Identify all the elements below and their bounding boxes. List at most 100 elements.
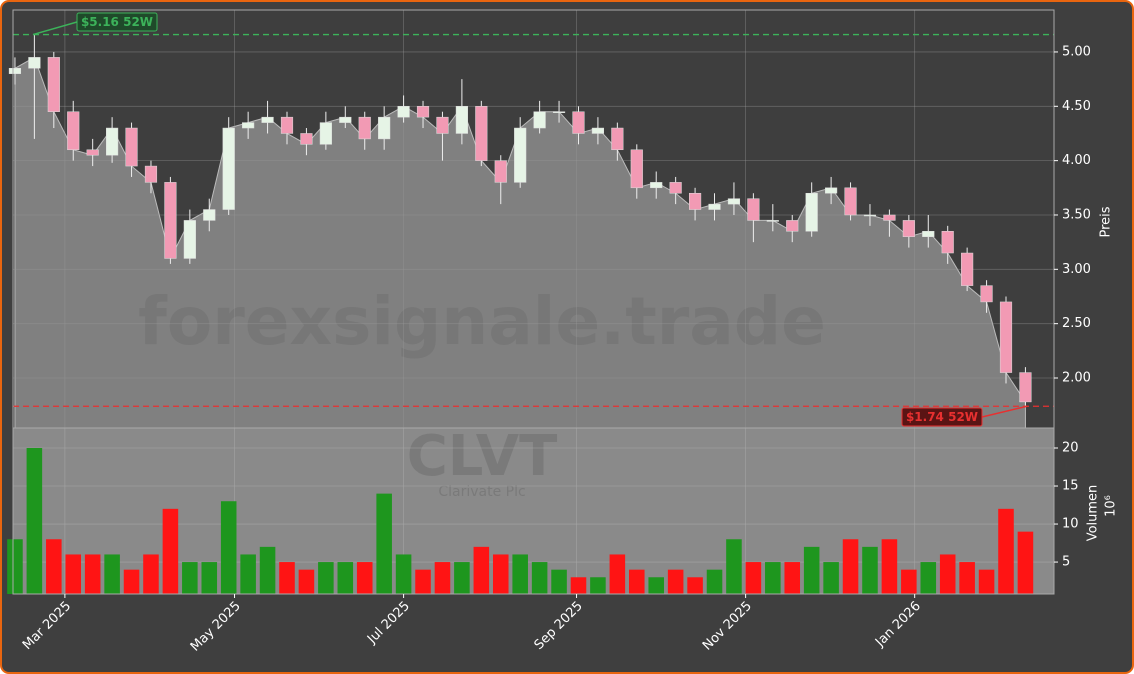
- y-tick-label: 3.50: [1062, 207, 1091, 222]
- volume-bar: [901, 569, 917, 594]
- volume-bar: [123, 569, 140, 594]
- volume-bar: [881, 539, 898, 594]
- y-tick-label: 5.00: [1062, 44, 1091, 59]
- y-tick-label: 20: [1062, 440, 1079, 455]
- volume-bar: [104, 554, 120, 594]
- candle-body: [339, 116, 352, 123]
- candle-body: [825, 187, 838, 194]
- axis-scale-label: 10⁶: [1104, 495, 1119, 517]
- volume-bar: [162, 508, 179, 594]
- volume-bar: [337, 562, 354, 594]
- candle-body: [86, 149, 99, 156]
- candle-body: [183, 220, 196, 259]
- y-tick-label: 2.50: [1062, 316, 1091, 331]
- volume-bar: [862, 546, 878, 594]
- volume-bar: [454, 562, 470, 594]
- volume-bar: [939, 554, 956, 594]
- volume-bar: [784, 562, 801, 594]
- volume-bar: [318, 562, 334, 594]
- volume-bar: [978, 569, 995, 594]
- volume-bar: [920, 562, 937, 594]
- volume-bar: [26, 447, 43, 594]
- candle-body: [203, 209, 216, 221]
- candle-body: [475, 106, 488, 161]
- candle-body: [455, 106, 468, 134]
- candle-body: [125, 127, 138, 167]
- candle-body: [844, 187, 857, 216]
- candle-body: [727, 198, 741, 205]
- volume-bar: [512, 554, 528, 594]
- candle-body: [164, 182, 177, 259]
- candle-body: [902, 220, 915, 237]
- volume-bar: [492, 554, 509, 594]
- candle-body: [261, 116, 274, 123]
- candle-body: [222, 127, 235, 210]
- y-tick-label: 5: [1062, 555, 1070, 570]
- volume-bar: [706, 569, 723, 594]
- volume-bar: [629, 569, 645, 594]
- volume-bar: [84, 554, 101, 594]
- watermark-sub: Clarivate Plc: [438, 484, 525, 500]
- candle-body: [300, 133, 313, 145]
- candle-body: [280, 116, 294, 134]
- y-tick-label: 15: [1062, 479, 1079, 494]
- candle-body: [883, 214, 896, 221]
- candle-body: [1019, 372, 1032, 403]
- volume-bar: [959, 562, 975, 594]
- candle-body: [766, 220, 779, 222]
- candle-body: [786, 220, 799, 232]
- volume-bar: [220, 501, 237, 594]
- volume-bar: [745, 562, 762, 594]
- volume-bar: [46, 539, 62, 594]
- volume-bar: [823, 562, 839, 594]
- candle-body: [708, 203, 721, 210]
- candle-body: [689, 192, 702, 210]
- candle-body: [319, 122, 332, 145]
- candle-body: [611, 127, 624, 151]
- volume-bar: [590, 577, 606, 594]
- volume-bar: [201, 562, 218, 594]
- candle-body: [494, 160, 507, 183]
- volume-bar: [1017, 531, 1034, 594]
- y-tick-label: 4.00: [1062, 153, 1091, 168]
- candle-body: [416, 106, 430, 118]
- volume-bar: [298, 569, 315, 594]
- volume-bar: [415, 569, 431, 594]
- candle-body: [572, 111, 585, 134]
- annotation-box: [76, 12, 158, 32]
- watermark: CLVT: [407, 424, 558, 489]
- volume-bar: [356, 562, 373, 594]
- candle-body: [47, 57, 60, 112]
- candle-body: [106, 127, 119, 156]
- volume-bar: [570, 577, 587, 594]
- volume-bar: [279, 562, 295, 594]
- volume-bar: [667, 569, 684, 594]
- candle-body: [805, 192, 818, 232]
- candle-body: [28, 57, 41, 69]
- candle-body: [941, 231, 954, 254]
- y-tick-label: 3.00: [1062, 262, 1091, 277]
- volume-bar: [687, 577, 703, 594]
- volume-bar: [376, 493, 392, 594]
- volume-bar: [143, 554, 159, 594]
- volume-bar: [803, 546, 820, 594]
- annotation-label: $5.16 52W: [81, 15, 153, 29]
- y-axis-label: Volumen: [1086, 485, 1101, 542]
- candle-body: [436, 116, 449, 134]
- axes-frame: [12, 427, 1055, 595]
- volume-bar: [182, 562, 198, 594]
- volume-bar: [998, 508, 1014, 594]
- volume-bar: [240, 554, 256, 594]
- candle-body: [8, 68, 22, 74]
- candle-body: [747, 198, 760, 221]
- candle-body: [533, 111, 546, 129]
- y-tick-label: 10: [1062, 517, 1079, 532]
- volume-bar: [395, 554, 412, 594]
- candle-body: [863, 214, 877, 217]
- candle-body: [591, 127, 604, 134]
- volume-bar: [648, 577, 664, 594]
- annotation-box: [901, 407, 983, 427]
- annotation-label: $1.74 52W: [906, 410, 978, 424]
- annotation-arrow: [32, 21, 78, 36]
- volume-bar: [7, 539, 23, 594]
